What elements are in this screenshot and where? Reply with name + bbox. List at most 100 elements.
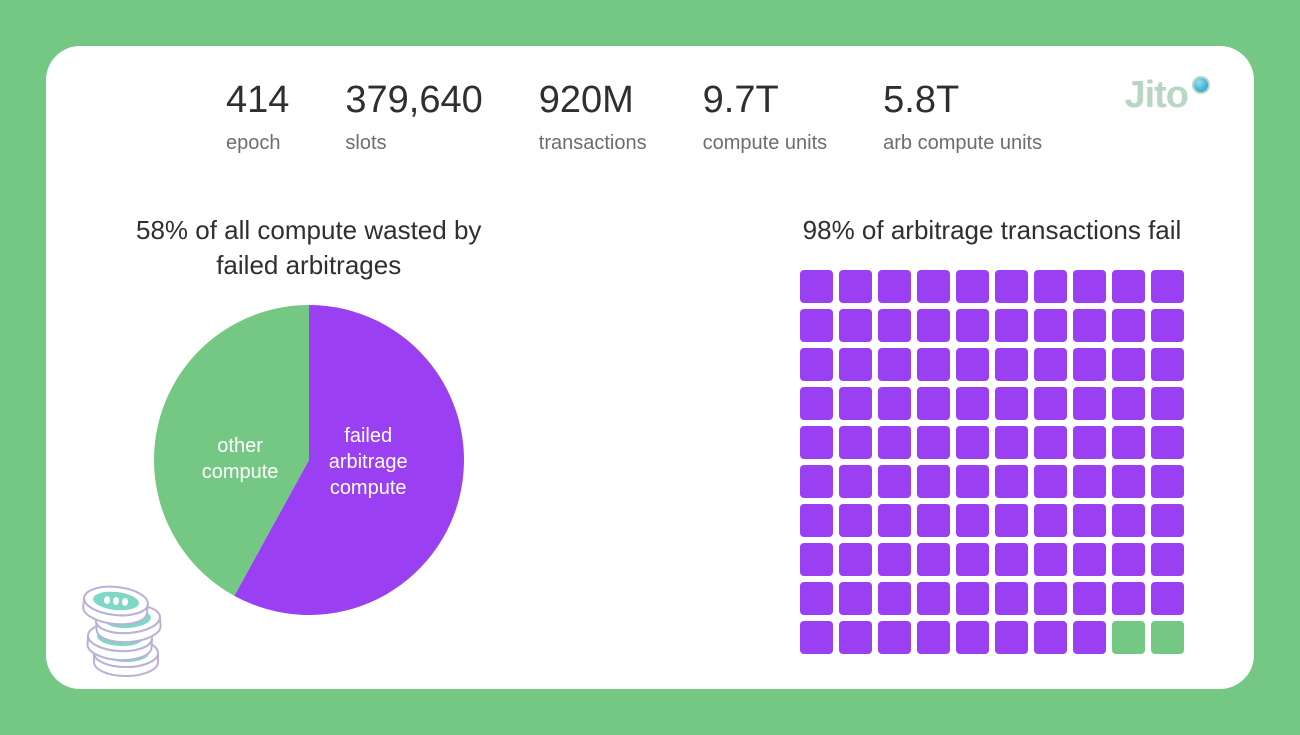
waffle-cell xyxy=(956,426,989,459)
pie-slice-label: failed arbitrage compute xyxy=(329,423,408,501)
pie-chart: failed arbitrage computeother compute xyxy=(154,305,464,615)
metric-value: 920M xyxy=(539,80,647,122)
waffle-cell xyxy=(1034,309,1067,342)
waffle-cell xyxy=(1073,270,1106,303)
waffle-cell xyxy=(1073,348,1106,381)
dashboard-card: Jito 414 epoch 379,640slots 920M transaction… xyxy=(46,46,1254,689)
waffle-cell xyxy=(995,426,1028,459)
waffle-cell xyxy=(917,348,950,381)
waffle-cell xyxy=(800,543,833,576)
waffle-cell xyxy=(995,348,1028,381)
waffle-cell xyxy=(878,309,911,342)
waffle-cell xyxy=(1151,504,1184,537)
waffle-cell xyxy=(1151,543,1184,576)
waffle-cell xyxy=(1112,582,1145,615)
waffle-cell xyxy=(839,465,872,498)
logo-dot-icon xyxy=(1192,76,1210,94)
waffle-cell xyxy=(917,621,950,654)
waffle-cell xyxy=(839,426,872,459)
metrics-row: 414epoch379,640slots920Mtransactions9.7T… xyxy=(226,80,1204,155)
pie-svg xyxy=(154,305,464,615)
waffle-cell xyxy=(1034,543,1067,576)
waffle-cell xyxy=(1034,348,1067,381)
metric: 920M transactions xyxy=(539,80,647,155)
waffle-cell xyxy=(839,504,872,537)
waffle-cell xyxy=(878,270,911,303)
waffle-cell xyxy=(956,582,989,615)
metric-label: transactions xyxy=(539,132,647,155)
waffle-cell xyxy=(995,621,1028,654)
waffle-cell xyxy=(995,309,1028,342)
waffle-cell xyxy=(995,504,1028,537)
waffle-cell xyxy=(995,582,1028,615)
waffle-cell xyxy=(839,348,872,381)
waffle-cell xyxy=(917,543,950,576)
waffle-cell xyxy=(839,582,872,615)
metric-label: epoch xyxy=(226,132,289,155)
waffle-cell xyxy=(1112,621,1145,654)
metric: 5.8T arb compute units xyxy=(883,80,1042,155)
waffle-cell xyxy=(800,426,833,459)
metric-value: 414 xyxy=(226,80,289,122)
waffle-cell xyxy=(995,543,1028,576)
pie-chart-column: 58% of all compute wasted byfailed arbit… xyxy=(136,213,481,654)
waffle-cell xyxy=(878,426,911,459)
pie-chart-title: 58% of all compute wasted byfailed arbit… xyxy=(136,213,481,283)
waffle-cell xyxy=(956,270,989,303)
coin-stack-icon xyxy=(56,549,186,679)
waffle-cell xyxy=(878,582,911,615)
waffle-cell xyxy=(1073,543,1106,576)
waffle-cell xyxy=(800,582,833,615)
waffle-chart-column: 98% of arbitrage transactions fail xyxy=(800,213,1184,654)
waffle-cell xyxy=(1073,465,1106,498)
waffle-cell xyxy=(1151,309,1184,342)
waffle-cell xyxy=(1073,582,1106,615)
metric-value: 379,640 xyxy=(345,80,482,122)
waffle-cell xyxy=(917,426,950,459)
waffle-cell xyxy=(800,309,833,342)
waffle-cell xyxy=(956,387,989,420)
waffle-cell xyxy=(1112,465,1145,498)
waffle-cell xyxy=(1112,270,1145,303)
waffle-cell xyxy=(1151,582,1184,615)
metric-value: 5.8T xyxy=(883,80,1042,122)
waffle-cell xyxy=(800,465,833,498)
waffle-cell xyxy=(839,387,872,420)
waffle-cell xyxy=(1112,387,1145,420)
metric-label: arb compute units xyxy=(883,132,1042,155)
waffle-cell xyxy=(1034,387,1067,420)
waffle-cell xyxy=(839,309,872,342)
waffle-cell xyxy=(1112,348,1145,381)
waffle-cell xyxy=(1034,270,1067,303)
waffle-cell xyxy=(995,270,1028,303)
waffle-cell xyxy=(1151,465,1184,498)
waffle-cell xyxy=(800,621,833,654)
waffle-cell xyxy=(878,621,911,654)
waffle-cell xyxy=(1151,270,1184,303)
waffle-cell xyxy=(878,465,911,498)
waffle-cell xyxy=(1151,348,1184,381)
waffle-cell xyxy=(956,543,989,576)
waffle-cell xyxy=(917,270,950,303)
waffle-cell xyxy=(800,270,833,303)
waffle-cell xyxy=(917,582,950,615)
metric: 379,640slots xyxy=(345,80,482,155)
waffle-cell xyxy=(800,504,833,537)
waffle-cell xyxy=(1112,504,1145,537)
waffle-cell xyxy=(839,543,872,576)
waffle-cell xyxy=(995,465,1028,498)
waffle-cell xyxy=(839,621,872,654)
logo-text: Jito xyxy=(1124,74,1188,117)
waffle-cell xyxy=(1034,465,1067,498)
waffle-chart xyxy=(800,270,1184,654)
waffle-cell xyxy=(1073,309,1106,342)
waffle-cell xyxy=(878,543,911,576)
waffle-cell xyxy=(917,309,950,342)
waffle-cell xyxy=(917,504,950,537)
waffle-cell xyxy=(1073,426,1106,459)
waffle-cell xyxy=(1112,309,1145,342)
waffle-chart-title: 98% of arbitrage transactions fail xyxy=(803,213,1182,248)
waffle-cell xyxy=(956,504,989,537)
waffle-cell xyxy=(956,465,989,498)
waffle-cell xyxy=(1151,387,1184,420)
